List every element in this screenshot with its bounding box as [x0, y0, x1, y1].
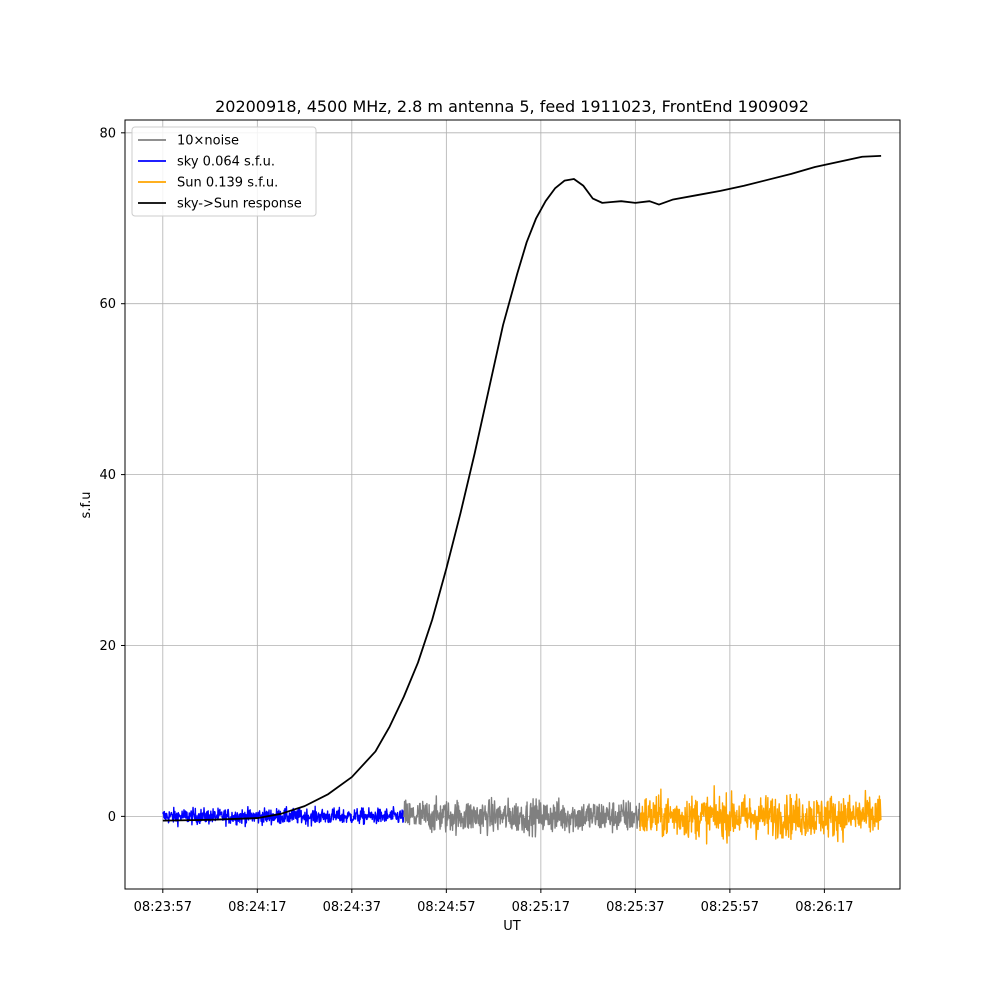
x-tick-label: 08:24:17: [228, 900, 286, 915]
legend-item-sun-label: Sun 0.139 s.f.u.: [177, 176, 278, 191]
x-tick-label: 08:23:57: [134, 900, 192, 915]
plot-series: [162, 154, 882, 845]
chart-title: 20200918, 4500 MHz, 2.8 m antenna 5, fee…: [215, 97, 809, 116]
plot-frame: [124, 119, 901, 890]
x-axis-label: UT: [503, 919, 521, 934]
x-tick-label: 08:25:37: [606, 900, 664, 915]
series-noise-line: [403, 795, 641, 838]
legend-item-response-label: sky->Sun response: [177, 197, 302, 212]
series-response-line: [162, 154, 882, 822]
legend-item-sky-label: sky 0.064 s.f.u.: [177, 155, 275, 170]
y-axis-label: s.f.u: [79, 492, 94, 519]
legend: 10×noise sky 0.064 s.f.u. Sun 0.139 s.f.u.…: [131, 126, 317, 217]
y-tick-label: 40: [99, 468, 116, 483]
series-sky-line: [162, 805, 405, 828]
y-tick-label: 0: [108, 810, 116, 825]
x-tick-label: 08:25:17: [512, 900, 570, 915]
x-tick-label: 08:24:37: [323, 900, 381, 915]
legend-item-noise-label: 10×noise: [177, 134, 239, 149]
y-tick-label: 60: [99, 297, 116, 312]
x-tick-label: 08:24:57: [417, 900, 475, 915]
x-tick-label: 08:25:57: [701, 900, 759, 915]
y-tick-label: 20: [99, 639, 116, 654]
y-tick-label: 80: [99, 126, 116, 141]
legend-box: [131, 126, 317, 217]
axis-ticks: 08:23:57 08:24:17 08:24:37 08:24:57 08:25:17…: [99, 126, 853, 915]
series-sun-line: [639, 785, 882, 845]
x-tick-label: 08:26:17: [795, 900, 853, 915]
